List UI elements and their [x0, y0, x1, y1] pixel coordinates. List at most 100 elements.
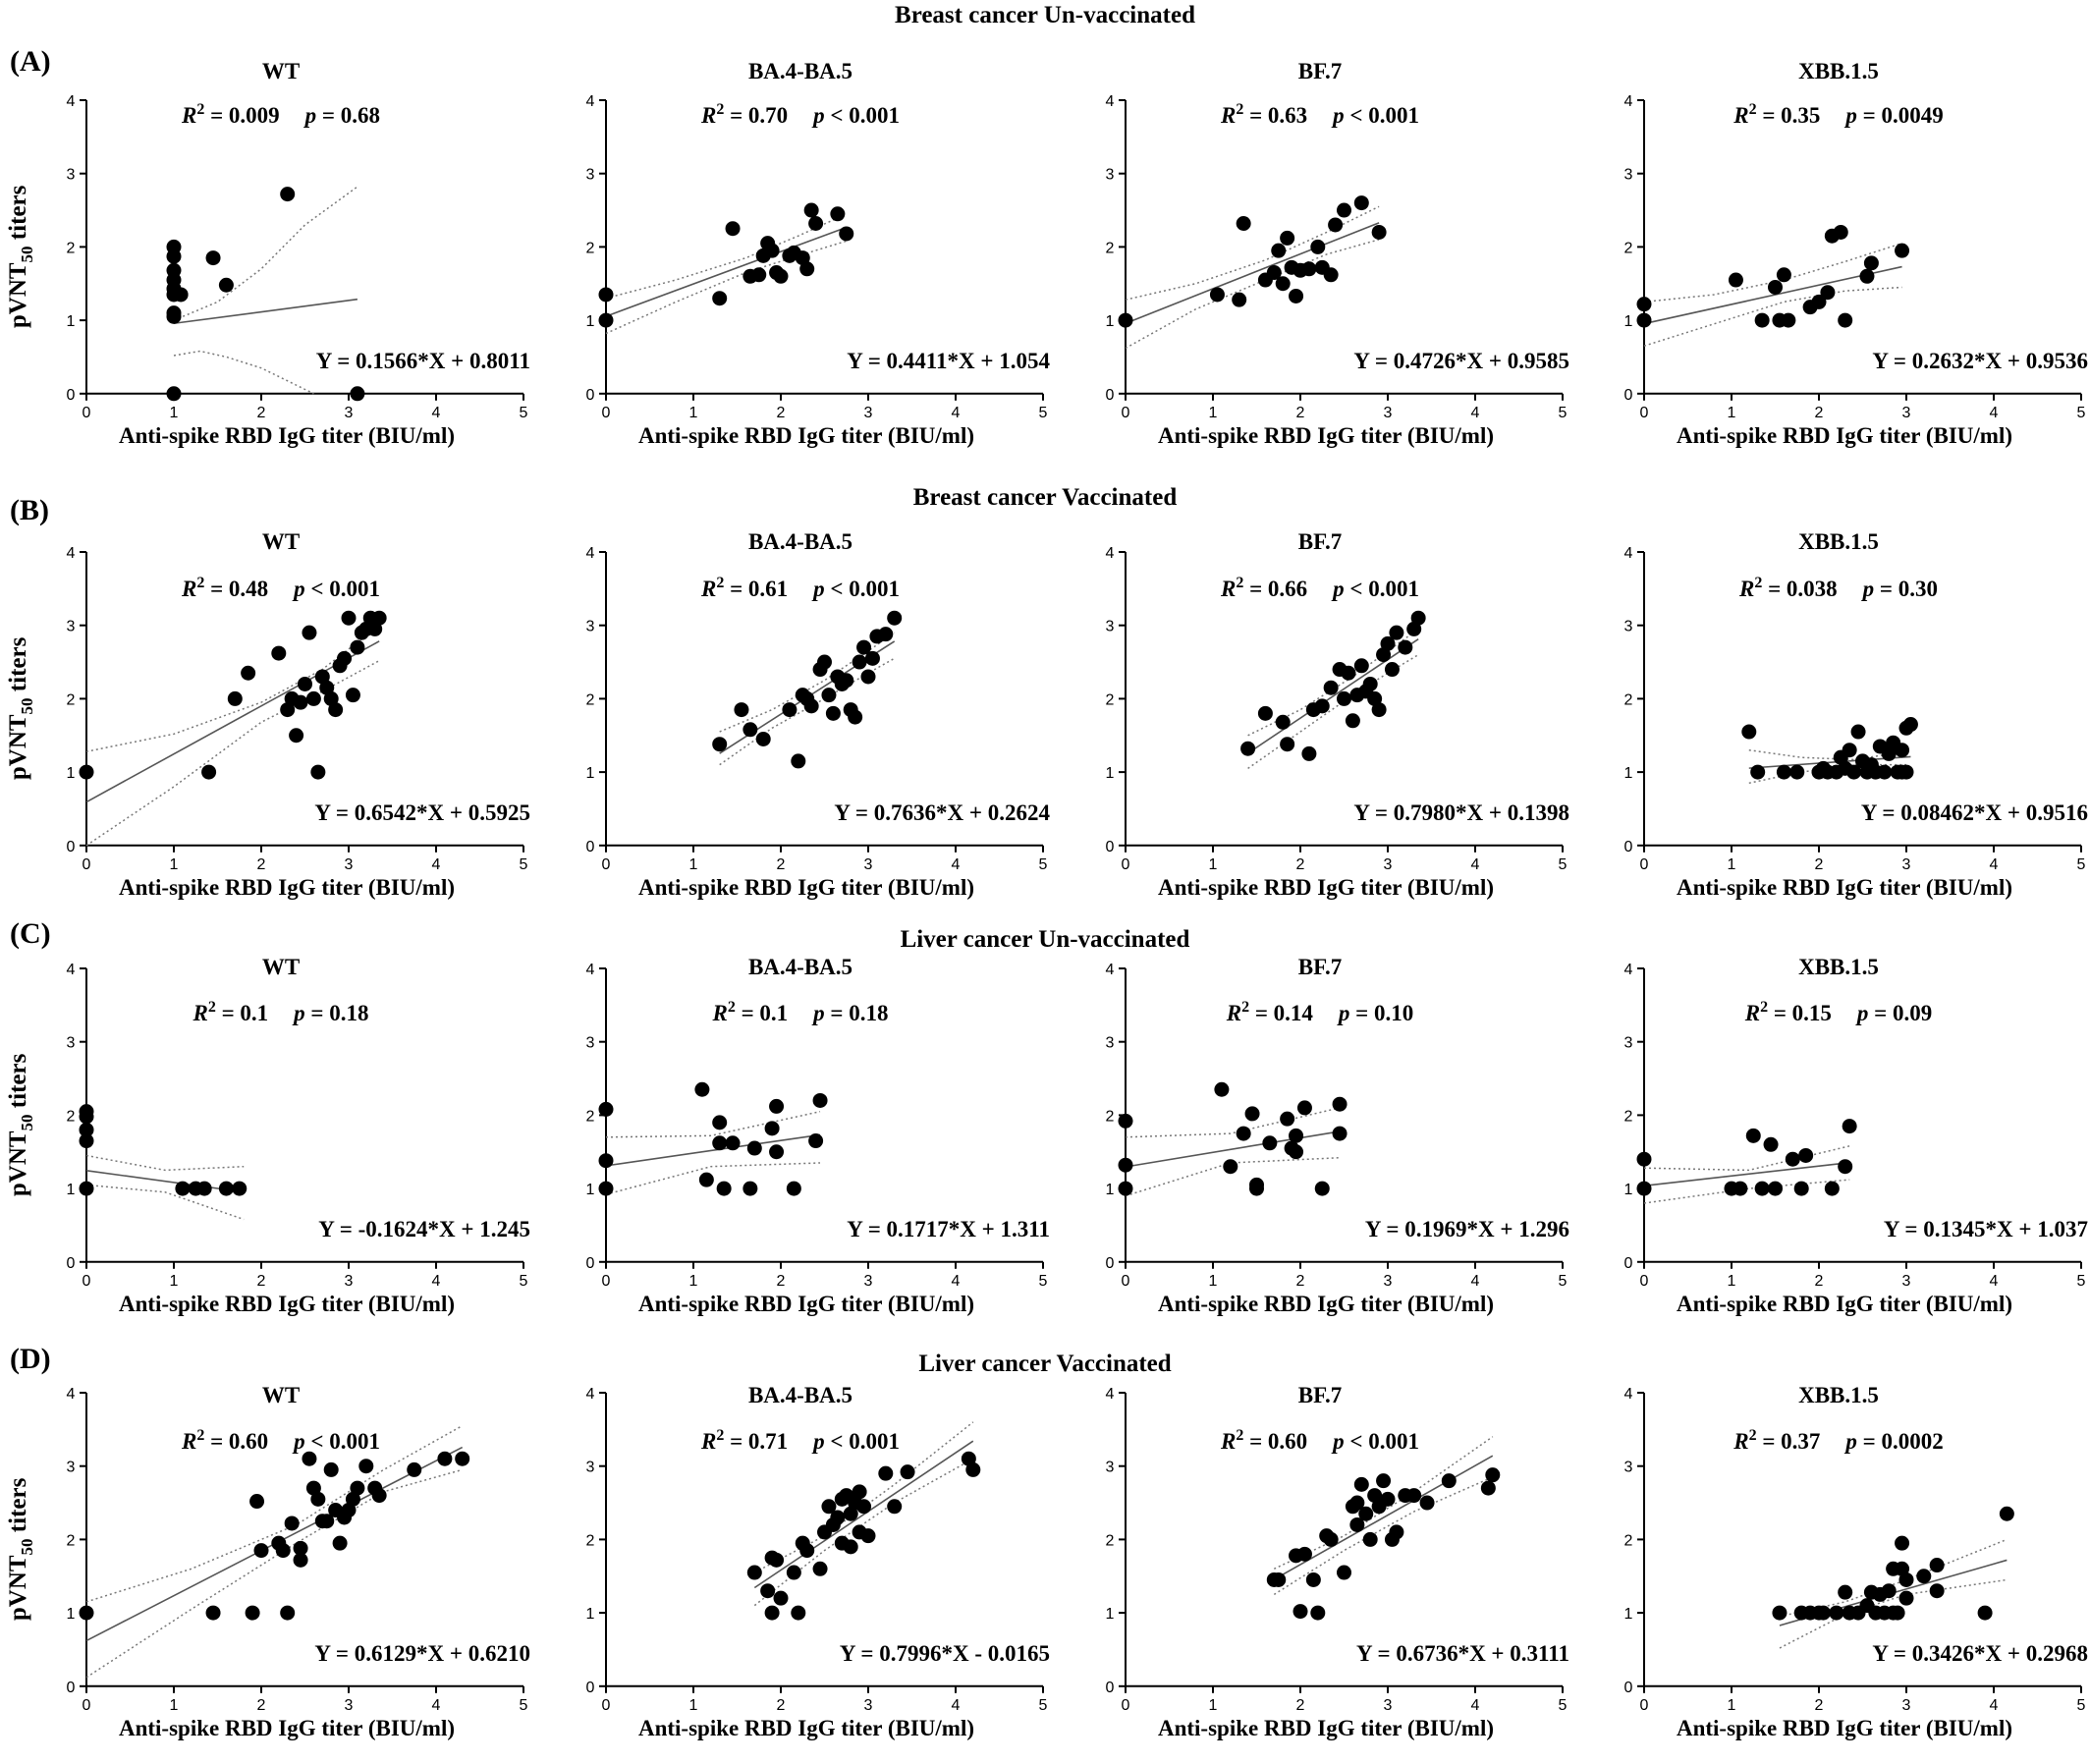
data-point — [350, 1480, 365, 1496]
y-tick-label: 4 — [67, 962, 76, 978]
x-axis-label: Anti-spike RBD IgG titer (BIU/ml) — [638, 1292, 974, 1316]
data-point — [1785, 1151, 1800, 1167]
r2-superscript: 2 — [196, 575, 204, 591]
figure-row: Liver cancer Un-vaccinated(C)pVNT50 tite… — [5, 917, 2088, 1316]
panel-title: BF.7 — [1298, 955, 1343, 979]
data-point — [764, 243, 780, 258]
row-title: Breast cancer Un-vaccinated — [895, 2, 1195, 28]
y-tick-label: 3 — [1106, 619, 1115, 635]
data-point — [852, 1484, 867, 1500]
ci-upper-band — [173, 186, 358, 321]
x-tick-label: 0 — [1640, 1697, 1649, 1714]
p-value: = 0.09 — [1868, 1001, 1932, 1025]
x-tick-label: 2 — [257, 1273, 266, 1290]
y-tick-label: 0 — [67, 839, 76, 855]
data-point — [1371, 702, 1387, 718]
data-point — [791, 753, 806, 769]
r2-label: R — [700, 1429, 716, 1454]
r2-equals: = — [1243, 577, 1268, 601]
data-point — [1763, 1136, 1779, 1152]
r2-label: R — [1732, 1429, 1748, 1454]
data-point — [843, 1539, 858, 1555]
y-axis-label: pVNT50 titers — [5, 1477, 36, 1621]
data-point — [1636, 297, 1652, 312]
p-value: < 0.001 — [1345, 103, 1419, 128]
x-tick-label: 1 — [689, 856, 698, 873]
data-point — [742, 722, 758, 738]
x-tick-label: 0 — [1122, 405, 1130, 421]
y-tick-label: 3 — [1106, 167, 1115, 184]
x-tick-label: 3 — [1902, 1697, 1911, 1714]
p-value: = 0.10 — [1349, 1001, 1413, 1025]
data-point — [786, 1565, 801, 1580]
y-tick-label: 3 — [1624, 1460, 1633, 1476]
data-point — [1249, 1181, 1264, 1196]
x-tick-label: 5 — [1039, 405, 1048, 421]
x-tick-label: 4 — [1471, 405, 1480, 421]
y-tick-label: 2 — [67, 691, 76, 708]
p-value: < 0.001 — [305, 577, 380, 601]
x-tick-label: 3 — [1384, 405, 1393, 421]
data-point — [1890, 1605, 1905, 1621]
data-point — [166, 308, 182, 324]
regression-equation: Y = 0.4411*X + 1.054 — [847, 349, 1050, 373]
data-point — [1118, 312, 1133, 328]
y-tick-label: 1 — [1624, 1606, 1633, 1623]
y-tick-label: 2 — [586, 691, 595, 708]
data-point — [1362, 676, 1378, 691]
r2-superscript: 2 — [196, 101, 204, 118]
p-value: = 0.0049 — [1857, 103, 1944, 128]
y-tick-label: 2 — [1106, 691, 1115, 708]
y-tick-label: 3 — [1106, 1035, 1115, 1052]
data-point — [205, 250, 221, 266]
data-point — [839, 673, 854, 689]
r2-label: R — [711, 1001, 727, 1025]
data-point — [1310, 1605, 1326, 1621]
data-point — [830, 206, 846, 222]
x-tick-label: 2 — [777, 856, 786, 873]
x-axis-label: Anti-spike RBD IgG titer (BIU/ml) — [1677, 1716, 2012, 1740]
x-axis-label: Anti-spike RBD IgG titer (BIU/ml) — [119, 423, 455, 448]
y-tick-label: 2 — [1106, 1532, 1115, 1549]
r2-value: 0.35 — [1781, 103, 1820, 128]
data-point — [1266, 265, 1282, 281]
y-tick-label: 3 — [67, 167, 76, 184]
p-value: < 0.001 — [1345, 1429, 1419, 1454]
data-point — [350, 386, 365, 402]
data-point — [1376, 1473, 1392, 1489]
p-label: p — [811, 103, 825, 128]
data-point — [808, 1133, 824, 1149]
y-tick-label: 4 — [586, 93, 595, 110]
r2-equals: = — [1243, 103, 1268, 128]
y-tick-label: 0 — [1106, 387, 1115, 404]
x-tick-label: 4 — [952, 405, 961, 421]
data-point — [293, 694, 308, 710]
data-point — [241, 665, 256, 681]
x-tick-label: 0 — [82, 405, 91, 421]
data-point — [1314, 1181, 1330, 1196]
data-point — [1419, 1495, 1435, 1511]
p-label: p — [811, 1001, 825, 1025]
x-tick-label: 5 — [2077, 1697, 2086, 1714]
data-point — [1240, 741, 1256, 756]
data-point — [79, 764, 94, 780]
p-value: = 0.0002 — [1857, 1429, 1944, 1454]
data-point — [1838, 1159, 1853, 1175]
data-point — [1772, 1605, 1788, 1621]
r2-equals: = — [204, 577, 229, 601]
data-point — [773, 268, 789, 284]
regression-equation: Y = 0.1566*X + 0.8011 — [316, 349, 530, 373]
data-point — [166, 248, 182, 264]
regression-line — [1643, 1161, 1850, 1187]
data-point — [760, 1583, 776, 1599]
x-tick-label: 5 — [520, 1273, 528, 1290]
data-point — [1636, 1181, 1652, 1196]
data-point — [284, 1516, 300, 1531]
data-point — [1859, 268, 1875, 284]
y-tick-label: 4 — [1624, 1386, 1633, 1403]
data-point — [1881, 1583, 1897, 1599]
y-tick-label: 0 — [1106, 1680, 1115, 1696]
y-tick-label: 2 — [67, 1108, 76, 1125]
